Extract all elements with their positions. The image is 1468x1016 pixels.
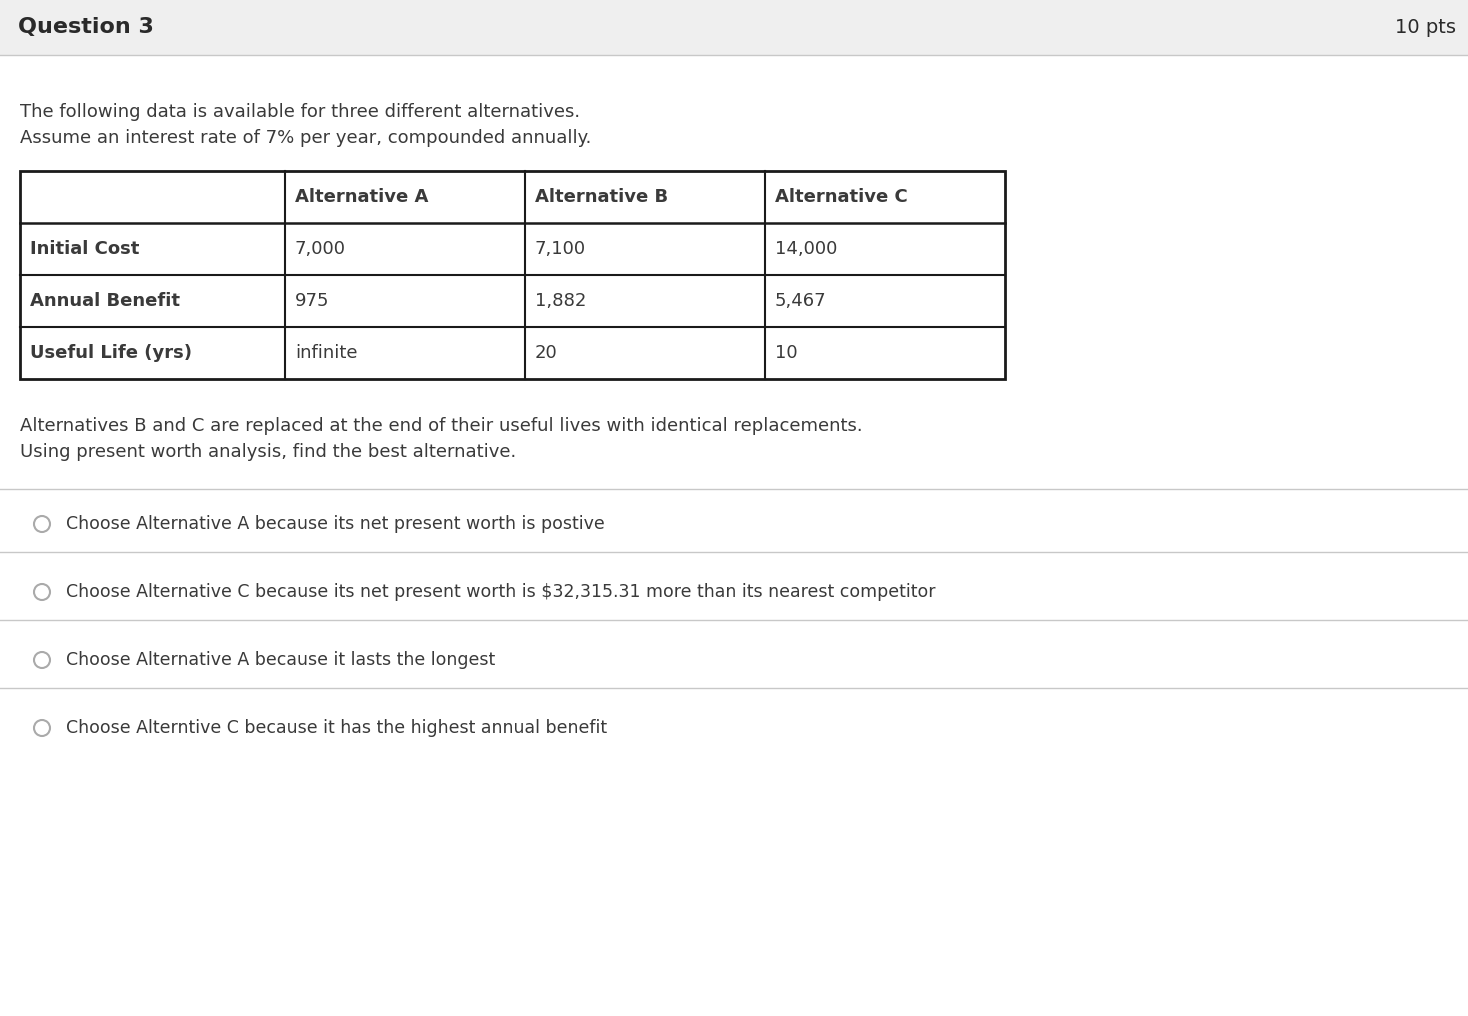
Text: 1,882: 1,882 — [534, 292, 586, 310]
Text: Choose Alterntive C because it has the highest annual benefit: Choose Alterntive C because it has the h… — [66, 719, 608, 737]
Text: Alternatives B and C are replaced at the end of their useful lives with identica: Alternatives B and C are replaced at the… — [21, 417, 863, 435]
Text: Initial Cost: Initial Cost — [29, 240, 139, 258]
Text: Question 3: Question 3 — [18, 17, 154, 38]
Text: 7,000: 7,000 — [295, 240, 346, 258]
Text: Using present worth analysis, find the best alternative.: Using present worth analysis, find the b… — [21, 443, 517, 461]
Text: Alternative B: Alternative B — [534, 188, 668, 206]
Text: Annual Benefit: Annual Benefit — [29, 292, 181, 310]
Text: infinite: infinite — [295, 344, 358, 362]
Circle shape — [34, 652, 50, 668]
Text: 10: 10 — [775, 344, 797, 362]
Text: 10 pts: 10 pts — [1395, 18, 1456, 37]
Bar — [21, 171, 1006, 379]
Text: Alternative C: Alternative C — [775, 188, 907, 206]
Circle shape — [34, 516, 50, 532]
Text: Assume an interest rate of 7% per year, compounded annually.: Assume an interest rate of 7% per year, … — [21, 129, 592, 147]
Circle shape — [34, 720, 50, 736]
Text: Useful Life (yrs): Useful Life (yrs) — [29, 344, 192, 362]
Circle shape — [34, 584, 50, 600]
Text: 975: 975 — [295, 292, 329, 310]
Text: Choose Alternative A because its net present worth is postive: Choose Alternative A because its net pre… — [66, 515, 605, 533]
Text: 14,000: 14,000 — [775, 240, 837, 258]
Text: 5,467: 5,467 — [775, 292, 826, 310]
Text: The following data is available for three different alternatives.: The following data is available for thre… — [21, 103, 580, 121]
Bar — [0, 0, 1468, 55]
Text: Choose Alternative C because its net present worth is $32,315.31 more than its n: Choose Alternative C because its net pre… — [66, 583, 935, 601]
Text: 7,100: 7,100 — [534, 240, 586, 258]
Text: 20: 20 — [534, 344, 558, 362]
Text: Alternative A: Alternative A — [295, 188, 429, 206]
Text: Choose Alternative A because it lasts the longest: Choose Alternative A because it lasts th… — [66, 651, 495, 669]
